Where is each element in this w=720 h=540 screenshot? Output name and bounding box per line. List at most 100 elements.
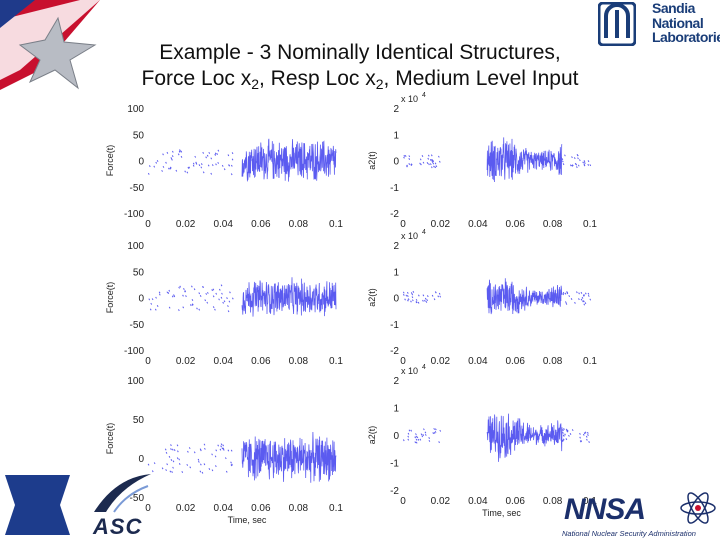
signal-dot-force-2 [228, 300, 231, 303]
x-tick-label: 0.04 [213, 503, 233, 514]
signal-dot-accel-2 [402, 291, 405, 294]
nnsa-full-name: National Nuclear Security Administration [562, 529, 696, 538]
signal-dot-accel-2 [406, 294, 409, 297]
x-tick-label: 0.06 [505, 356, 525, 367]
signal-dot-force-1 [195, 162, 198, 165]
signal-dot-force-1 [216, 152, 218, 155]
signal-dot-force-2 [212, 288, 215, 291]
signal-dot-force-3 [187, 450, 189, 453]
y-axis-label: Force(t) [105, 423, 115, 455]
x-tick-label: 0.02 [176, 219, 196, 230]
signal-dot-force-1 [198, 164, 201, 167]
signal-dot-force-3 [181, 471, 184, 474]
signal-dot-force-2 [166, 291, 169, 294]
signal-dot-force-3 [230, 449, 233, 452]
title-line-2: Force Loc x2, Resp Loc x2, Medium Level … [80, 66, 640, 97]
signal-line-accel-2 [486, 278, 563, 315]
x-tick-label: 0 [145, 503, 151, 514]
y-axis-label: a2(t) [367, 288, 377, 307]
y-tick-label: -100 [124, 209, 144, 220]
y-tick-label: 0 [138, 454, 144, 465]
signal-dot-accel-3 [414, 436, 417, 439]
signal-dot-force-2 [199, 295, 202, 298]
x-tick-label: 0.02 [176, 356, 196, 367]
signal-dot-force-2 [151, 298, 154, 301]
signal-dot-force-2 [227, 310, 230, 313]
signal-dot-accel-3 [410, 429, 413, 432]
x-tick-label: 0.04 [468, 356, 488, 367]
signal-dot-force-1 [169, 166, 172, 169]
signal-dot-force-1 [161, 169, 163, 172]
signal-dot-accel-2 [415, 298, 418, 301]
y-tick-label: 0 [138, 157, 144, 168]
signal-dot-force-2 [183, 288, 185, 291]
signal-dot-accel-3 [568, 434, 570, 437]
title-line-1: Example - 3 Nominally Identical Structur… [159, 41, 561, 64]
signal-dot-accel-2 [438, 292, 441, 295]
signal-dot-force-1 [210, 157, 213, 160]
signal-dot-force-3 [203, 463, 206, 466]
title-part-c: , Medium Level Input [383, 67, 579, 90]
x-tick-label: 0.02 [431, 356, 451, 367]
y-tick-label: 2 [393, 104, 399, 115]
slide-title: Example - 3 Nominally Identical Structur… [80, 40, 640, 97]
signal-dot-accel-1 [404, 154, 407, 157]
signal-dot-force-2 [226, 297, 228, 300]
signal-dot-force-1 [221, 164, 224, 167]
signal-dot-force-3 [227, 449, 230, 452]
x-tick-label: 0.06 [251, 503, 271, 514]
y-tick-label: 50 [133, 415, 145, 426]
signal-dot-accel-2 [589, 298, 592, 301]
signal-dot-force-1 [227, 154, 230, 157]
signal-dot-accel-3 [402, 439, 405, 442]
signal-dot-force-3 [221, 447, 224, 450]
signal-dot-accel-2 [582, 300, 584, 303]
signal-dot-force-2 [184, 290, 187, 293]
signal-dot-force-1 [186, 171, 189, 174]
signal-dot-accel-2 [437, 295, 440, 298]
signal-dot-force-2 [215, 292, 218, 295]
signal-dot-force-2 [173, 294, 175, 297]
signal-dot-accel-2 [411, 299, 414, 302]
signal-dot-force-2 [221, 292, 223, 295]
signal-dot-force-1 [180, 155, 183, 158]
signal-dot-accel-2 [570, 298, 573, 301]
signal-dot-force-3 [170, 459, 173, 461]
signal-dot-accel-1 [434, 166, 437, 169]
axis-multiplier: x 10 [401, 366, 418, 376]
signal-dot-force-2 [214, 308, 216, 311]
signal-dot-force-3 [198, 460, 200, 463]
signal-dot-accel-3 [421, 435, 424, 438]
signal-dot-accel-2 [424, 299, 426, 302]
signal-dot-force-2 [229, 291, 231, 294]
signal-dot-accel-1 [427, 157, 430, 160]
signal-dot-force-1 [200, 163, 203, 166]
signal-dot-force-2 [154, 308, 157, 311]
signal-dot-force-1 [200, 166, 203, 169]
signal-dot-accel-2 [564, 301, 567, 304]
signal-dot-accel-1 [419, 158, 422, 161]
signal-dot-accel-2 [418, 294, 420, 297]
asc-mosaic-graphic [5, 475, 70, 535]
y-tick-label: -2 [390, 346, 399, 357]
x-tick-label: 0.08 [289, 356, 309, 367]
sandia-word-1: Sandia [652, 0, 695, 16]
signal-dot-force-3 [166, 463, 168, 466]
signal-dot-force-1 [192, 162, 195, 165]
signal-dot-force-3 [193, 451, 196, 454]
signal-dot-accel-2 [578, 292, 580, 295]
signal-dot-force-1 [162, 153, 164, 156]
signal-dot-accel-3 [433, 431, 436, 434]
signal-dot-force-1 [184, 170, 187, 173]
sandia-thunderbird-icon [598, 2, 636, 46]
signal-dot-accel-3 [579, 432, 581, 435]
signal-dot-accel-1 [432, 162, 435, 165]
signal-dot-force-3 [222, 444, 224, 447]
signal-dot-force-2 [185, 295, 187, 298]
signal-dot-force-1 [180, 150, 183, 153]
signal-dot-force-2 [191, 303, 194, 306]
signal-dot-force-1 [207, 164, 210, 167]
signal-dot-accel-1 [589, 164, 592, 167]
signal-dot-accel-3 [562, 439, 564, 442]
